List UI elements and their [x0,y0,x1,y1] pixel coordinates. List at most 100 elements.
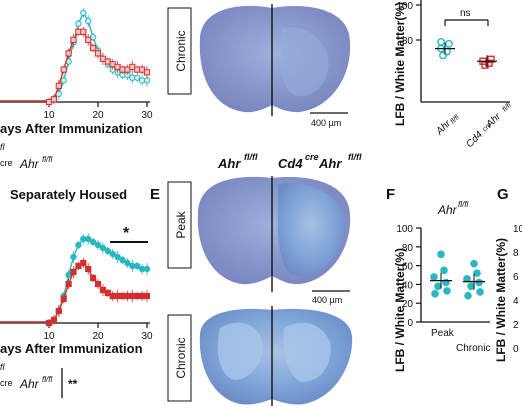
column-header-ahr: Ahr fl/fl [217,152,258,171]
tissue-section-chronic-bottom [199,306,353,406]
bottom-point-red [55,307,62,315]
panel-f-ytick-label: 100 [396,224,413,235]
bottom-xtick-label: 10 [43,331,55,342]
panel-f-point [473,269,481,277]
panel-f-xcat-peak: Peak [431,328,455,339]
bottom-point-red [143,292,151,300]
top-lfb-tick-100: 100 [396,1,413,12]
panel-f-title: Ahr fl/fl [437,200,468,217]
panel-f-point [440,266,448,275]
tissue-section-peak [197,176,351,292]
bottom-point-red [60,295,67,303]
panel-f-ytick-label: 80 [402,243,414,254]
top-xtick-label: 30 [141,110,153,121]
top-lfb-point-teal [445,39,453,48]
bottom-point-teal [134,262,141,270]
separately-housed-label: Separately Housed [10,187,127,202]
top-legend-2-pre: cre [0,158,13,168]
top-point-teal [60,77,67,84]
svg-text:Chronic: Chronic [174,30,188,71]
bottom-point-teal [104,247,112,255]
panel-g-tick-100: 10 [513,224,522,235]
top-point-red [143,69,151,76]
panel-g-tick-40: 4 [513,296,519,307]
top-xtick-label: 20 [92,110,104,121]
panel-g-tick-60: 6 [513,272,519,283]
bottom-clinical-plot: 10 20 30 * ays After Immunization fl cre A… [0,225,153,398]
top-point-red [65,50,72,57]
bottom-legend-1: fl [0,362,6,372]
panel-f-ytick-label: 0 [407,318,413,329]
panel-f-point [475,278,483,287]
top-lfb-tick-80: 80 [402,36,414,47]
svg-text:Ahr: Ahr [217,156,241,171]
top-point-teal [80,9,87,17]
panel-f-point [443,287,451,295]
svg-text:Ahr: Ahr [437,203,458,217]
panel-f-xcat-chronic: Chronic [456,343,490,354]
svg-text:fl/fl: fl/fl [244,152,258,162]
svg-text:fl/fl: fl/fl [348,152,362,162]
top-legend-2-main: Ahr [19,157,40,171]
svg-text:fl/fl: fl/fl [458,200,468,209]
scale-bar-mid-label: 400 µm [312,295,342,305]
svg-text:Cd4: Cd4 [464,129,485,150]
top-xtick-label: 10 [43,110,55,121]
top-lfb-ylabel: LFB / White Matter(%) [393,2,407,126]
panel-letter-f: F [386,186,395,203]
bottom-point-red [70,268,77,276]
top-point-red [50,96,57,103]
row-label-chronic-bottom: Chronic [167,314,192,402]
top-point-red [80,28,87,35]
bottom-point-red [90,274,97,282]
svg-text:fl/fl: fl/fl [449,114,461,126]
tissue-section-chronic-top [199,4,351,116]
scale-bar-top-label: 400 µm [311,118,341,128]
bottom-point-red [80,259,87,267]
panel-f-ytick-label: 20 [402,299,414,310]
top-lfb-xcat-2: Cd4 cre Ahr fl/fl [464,102,513,150]
panel-f-ytick-label: 60 [402,262,414,273]
top-point-red [94,50,102,57]
panel-letter-g: G [497,186,509,203]
top-point-teal [75,20,82,27]
top-point-teal [143,77,151,84]
top-point-teal [134,74,141,81]
top-legend-2-sup: fl/fl [42,155,52,164]
bottom-xtick-label: 20 [92,331,104,342]
bottom-point-teal [89,238,97,246]
panel-f-point [437,250,445,259]
svg-text:Cd4: Cd4 [278,156,303,171]
top-point-teal [85,17,92,25]
top-lfb-point-red [481,61,489,69]
row-label-peak: Peak [167,181,192,269]
bottom-point-teal [114,253,121,261]
ns-label: ns [460,8,471,19]
bottom-x-label: ays After Immunization [0,341,143,356]
svg-text:cre: cre [305,152,319,162]
panel-g-plot: LFB / White Matter(%) 10 8 6 4 2 0 [494,224,522,362]
bottom-point-teal [70,253,77,261]
top-lfb-xcat-1: Ahr fl/fl [434,114,461,138]
top-x-label: ays After Immunization [0,121,143,136]
column-header-cd4: Cd4 cre Ahr fl/fl [278,152,362,171]
bottom-point-teal [94,241,102,249]
svg-text:cre: cre [481,122,493,134]
top-lfb-point-red [487,55,495,64]
panel-g-tick-0: 0 [513,344,519,355]
top-point-red [60,66,67,73]
panel-f-point [476,288,484,296]
bottom-point-teal [119,256,126,264]
bottom-xtick-label: 30 [141,331,153,342]
top-point-red [90,44,97,52]
panel-g-ylabel: LFB / White Matter(%) [494,238,508,362]
svg-text:Peak: Peak [174,210,188,238]
bottom-point-teal [75,241,82,249]
svg-text:fl/fl: fl/fl [501,102,513,114]
top-clinical-plot: 10 20 30 ays After Immunization fl cre Ahr… [0,7,153,171]
bottom-point-teal [143,265,151,273]
bottom-point-red [50,316,57,324]
svg-text:Ahr: Ahr [318,156,342,171]
